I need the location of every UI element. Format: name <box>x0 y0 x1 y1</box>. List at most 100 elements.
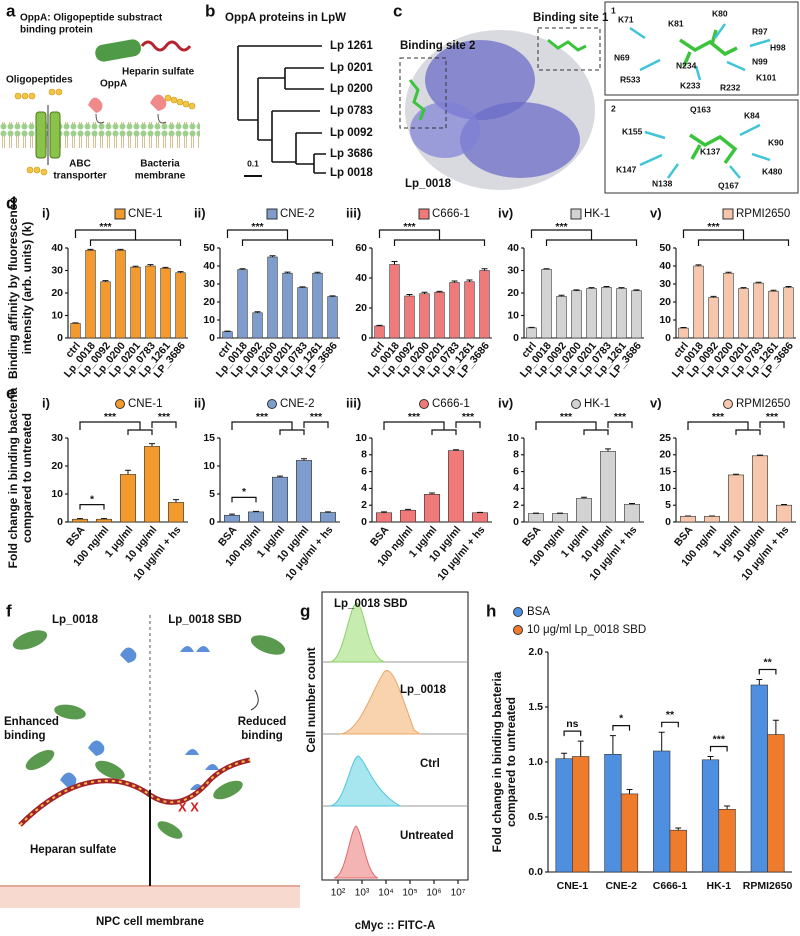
sig-bracket <box>74 229 137 240</box>
y-axis-label: Binding affinity by fluorescence <box>6 197 20 379</box>
y-tick-label: 6 <box>361 465 367 477</box>
panel-f-diagram <box>0 615 300 908</box>
tree-leaf: Lp 0092 <box>330 127 373 139</box>
legend-marker <box>722 208 734 220</box>
sig-bracket <box>759 421 785 428</box>
error-bar <box>756 679 763 685</box>
x-tick-label: RPMI2650 <box>743 880 793 892</box>
error-bar <box>301 458 307 461</box>
y-tick-label: 8 <box>361 449 367 461</box>
bar <box>669 829 687 873</box>
panel-letter: b <box>205 1 215 20</box>
y-tick-label: 2 <box>361 499 367 511</box>
bar <box>224 514 240 523</box>
bar <box>472 512 488 523</box>
bar <box>115 249 126 339</box>
bar <box>85 249 96 339</box>
error-bar <box>543 268 550 270</box>
panel-letter: g <box>300 601 310 620</box>
error-bar <box>173 499 179 503</box>
legend-marker <box>570 208 582 220</box>
y-tick-label: 40 <box>659 260 671 272</box>
legend-label: RPMI2650 <box>736 398 790 410</box>
b-title: OppA proteins in LpW <box>225 12 346 24</box>
sig-label: *** <box>251 221 264 233</box>
tree-leaf: Lp 0200 <box>330 83 373 95</box>
sig-label: ** <box>666 709 675 721</box>
y-tick-label: 30 <box>659 278 671 290</box>
flagellum <box>140 40 192 52</box>
residue: N69 <box>614 52 630 62</box>
sig-bracket <box>687 421 761 435</box>
legend-label: 10 μg/ml Lp_0018 SBD <box>527 624 646 636</box>
panel-numeral: i) <box>42 205 50 220</box>
anchor-right <box>157 113 167 124</box>
legend-label: RPMI2650 <box>736 208 790 220</box>
error-bar <box>102 280 109 282</box>
error-bar <box>605 448 611 452</box>
y-tick-label: 20 <box>203 296 215 308</box>
sig-label: *** <box>408 411 421 423</box>
anchor-left <box>95 113 105 124</box>
error-bar <box>695 264 702 266</box>
error-bar <box>710 295 717 298</box>
error-bar <box>618 287 625 289</box>
sig-bracket <box>151 421 177 428</box>
sig-label: *** <box>158 411 171 423</box>
error-bar <box>391 261 398 265</box>
panel-letter: e <box>6 383 15 402</box>
g-frame <box>321 591 469 881</box>
residue: R97 <box>752 26 768 36</box>
legend-marker <box>115 399 125 409</box>
bar <box>272 476 288 523</box>
inset-1-ligand <box>679 29 738 67</box>
bar <box>541 269 552 339</box>
residue: H98 <box>770 42 786 52</box>
bar <box>555 758 573 873</box>
y-tick-label: 5 <box>209 488 215 500</box>
bar <box>620 793 639 873</box>
sig-label: *** <box>310 411 323 423</box>
panel-letter: a <box>6 1 16 20</box>
y-tick-label: 10 <box>659 482 671 494</box>
y-axis-label: compared to untreated <box>20 413 34 543</box>
bar <box>320 512 336 523</box>
sig-bracket <box>535 421 609 435</box>
error-bar <box>253 510 259 512</box>
domain-1 <box>425 40 535 120</box>
a-label: ABC <box>69 159 91 170</box>
f-label: Lp_0018 SBD <box>168 614 242 626</box>
residue: N138 <box>652 178 673 188</box>
error-bar <box>733 473 739 475</box>
a-label: Bacteria <box>140 159 180 170</box>
panel-numeral: v) <box>650 395 662 410</box>
sig-bracket <box>226 229 289 240</box>
y-tick-label: 40 <box>507 242 519 254</box>
error-bar <box>436 290 443 293</box>
f-label: Reduced <box>238 716 287 728</box>
heparan-beads <box>19 759 251 826</box>
legend-marker <box>513 625 523 635</box>
g-x-tick: 10² <box>331 888 346 899</box>
sig-bracket <box>697 239 790 246</box>
bar <box>653 750 671 873</box>
sig-bracket <box>89 239 182 246</box>
bar <box>783 287 794 339</box>
domain-2 <box>460 102 580 178</box>
y-tick-label: 60 <box>355 242 367 254</box>
bar <box>776 504 792 523</box>
legend-label: HK-1 <box>584 398 610 410</box>
error-bar <box>117 248 124 251</box>
residue: R232 <box>720 82 741 92</box>
y-tick-label: 10 <box>507 309 519 321</box>
error-bar <box>558 294 565 297</box>
tree-leaf: Lp 0783 <box>330 105 373 117</box>
y-axis-label: compared to untreated <box>504 697 518 827</box>
y-tick-label: 0 <box>513 516 519 528</box>
inset-label: 1 <box>611 5 616 15</box>
error-bar <box>224 330 231 332</box>
bar <box>100 281 111 339</box>
tree-leaf: Lp 3686 <box>330 148 373 160</box>
error-bar <box>101 518 107 520</box>
